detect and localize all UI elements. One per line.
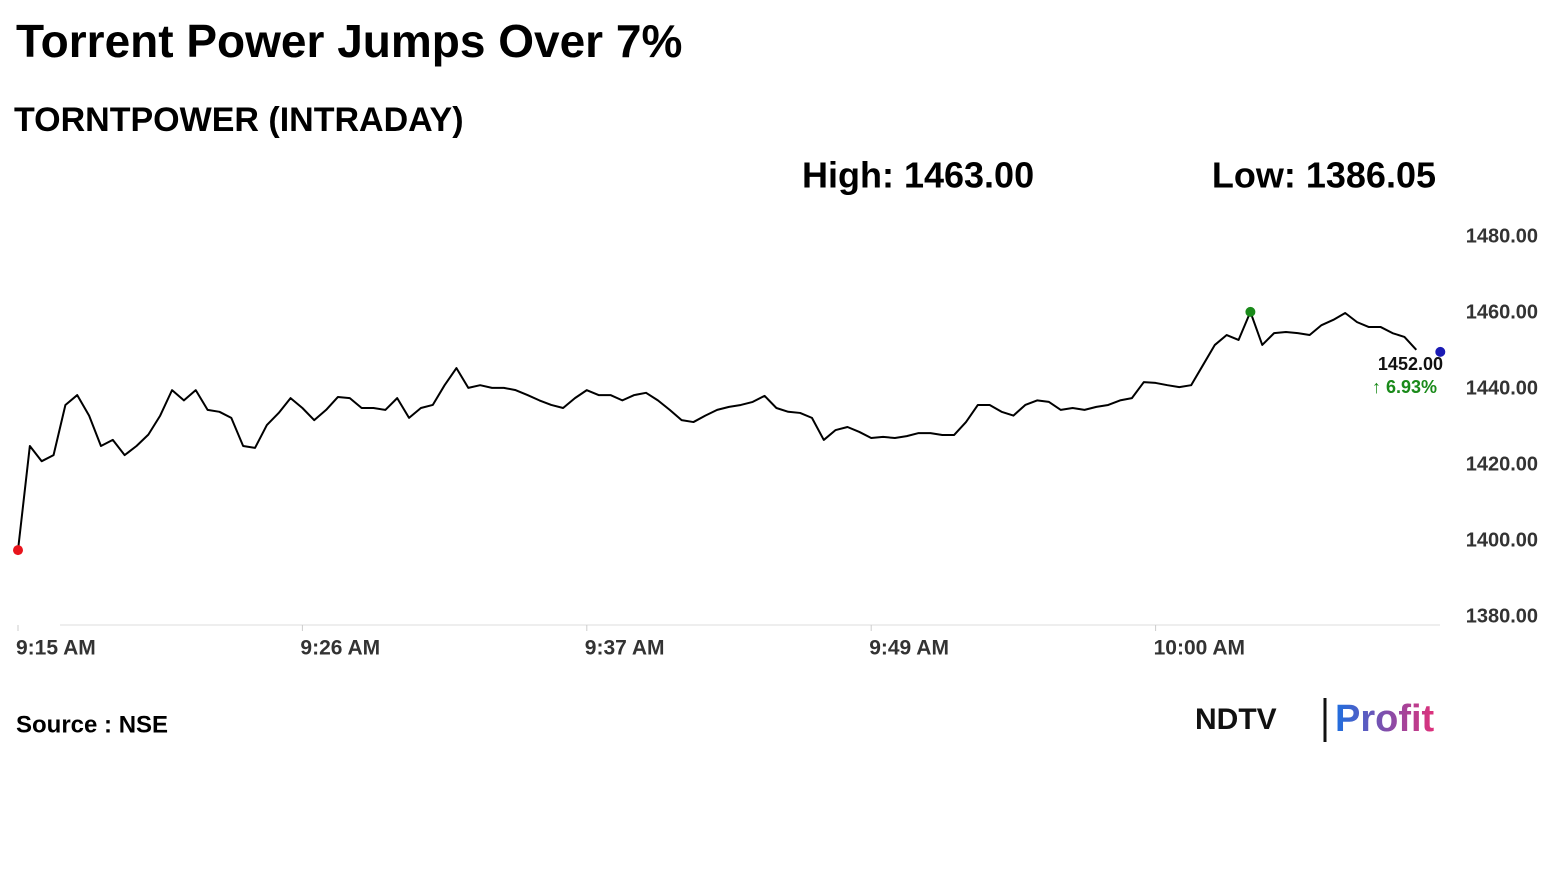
chart-title: Torrent Power Jumps Over 7%	[16, 15, 682, 67]
logo-ndtv: NDTV	[1195, 703, 1277, 736]
x-tick-label: 9:37 AM	[585, 637, 665, 660]
logo-profit: Profit	[1335, 698, 1435, 740]
change-label: ↑ 6.93%	[1372, 377, 1437, 397]
last-marker	[1435, 346, 1446, 357]
x-tick-label: 9:15 AM	[16, 637, 96, 660]
y-tick-label: 1400.00	[1466, 529, 1538, 551]
price-line	[17, 310, 1418, 551]
y-tick-label: 1380.00	[1466, 605, 1538, 627]
source: Source : NSE	[16, 711, 168, 738]
last-label: 1452.00	[1378, 354, 1443, 374]
high-text: High: 1463.00	[802, 155, 1034, 196]
y-tick-label: 1480.00	[1466, 225, 1538, 247]
high-marker	[1245, 306, 1256, 317]
y-tick-label: 1420.00	[1466, 453, 1538, 475]
y-tick-label: 1460.00	[1466, 301, 1538, 323]
x-tick-label: 10:00 AM	[1154, 637, 1245, 660]
chart-subtitle: TORNTPOWER (INTRADAY)	[14, 101, 464, 139]
y-tick-label: 1440.00	[1466, 377, 1538, 399]
x-tick-label: 9:49 AM	[869, 637, 949, 660]
low-marker	[13, 545, 23, 556]
low-text: Low: 1386.05	[1212, 155, 1436, 196]
x-tick-label: 9:26 AM	[300, 637, 380, 660]
